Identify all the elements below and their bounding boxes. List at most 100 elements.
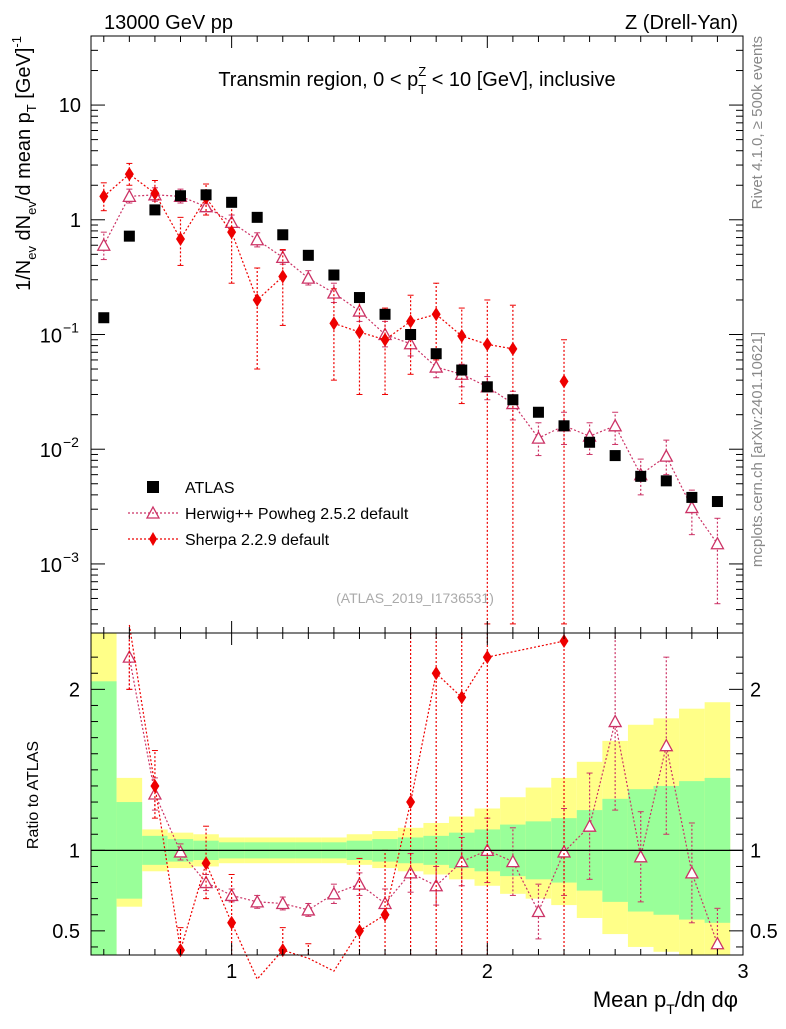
sherpa-point bbox=[124, 167, 134, 182]
atlas-point bbox=[532, 406, 544, 418]
ratio-y-tick-label: 1 bbox=[69, 840, 80, 862]
atlas-point bbox=[711, 496, 723, 508]
rivet-version-label: Rivet 4.1.0, ≥ 500k events bbox=[749, 36, 766, 209]
ratio-herwig-point bbox=[608, 714, 623, 728]
ratio-herwig-point bbox=[352, 876, 367, 890]
ratio-uncertainty-bands bbox=[91, 633, 731, 955]
atlas-point bbox=[660, 475, 672, 487]
ratio-herwig-point bbox=[633, 849, 648, 863]
herwig-point bbox=[250, 232, 265, 246]
y-tick-label-exponent: −1 bbox=[63, 320, 79, 336]
sherpa-point bbox=[278, 269, 288, 284]
atlas-point bbox=[123, 230, 135, 242]
ratio-y-tick-label: 0.5 bbox=[52, 921, 80, 943]
ratio-herwig-point bbox=[531, 904, 546, 918]
ratio-herwig-point bbox=[684, 865, 699, 879]
atlas-point bbox=[98, 312, 110, 324]
header-right: Z (Drell-Yan) bbox=[625, 12, 738, 34]
ratio-sherpa-point bbox=[406, 795, 416, 810]
ratio-sherpa-line bbox=[128, 624, 565, 981]
ratio-y-tick-label-right: 2 bbox=[750, 679, 761, 701]
sherpa-point bbox=[175, 231, 185, 246]
atlas-point bbox=[302, 249, 314, 261]
ratio-herwig-point bbox=[250, 894, 265, 908]
y-tick-label-exponent: −2 bbox=[63, 434, 79, 450]
sherpa-point bbox=[457, 329, 467, 344]
main-panel-marks bbox=[96, 162, 725, 625]
atlas-point bbox=[405, 329, 417, 340]
x-tick-label: 1 bbox=[226, 961, 237, 983]
atlas-point bbox=[251, 211, 263, 223]
atlas-point bbox=[430, 348, 442, 360]
x-tick-label: 3 bbox=[737, 961, 748, 983]
sherpa-point bbox=[406, 314, 416, 329]
herwig-point bbox=[96, 237, 111, 251]
herwig-point bbox=[352, 303, 367, 317]
legend-herwig-label: Herwig++ Powheg 2.5.2 default bbox=[185, 506, 409, 523]
y-tick-label: 10 bbox=[40, 326, 62, 348]
atlas-point bbox=[200, 189, 212, 201]
ratio-sherpa-point bbox=[150, 778, 160, 793]
sherpa-point bbox=[227, 225, 237, 240]
ratio-sherpa-point bbox=[457, 690, 467, 705]
sherpa-point bbox=[354, 325, 364, 340]
atlas-point bbox=[558, 420, 570, 432]
y-tick-label: 1 bbox=[70, 210, 81, 232]
y-axis-label: 1/Nev dNev/d mean pT [GeV]-1 bbox=[9, 36, 39, 291]
atlas-point bbox=[456, 364, 468, 376]
ratio-y-axis-label: Ratio to ATLAS bbox=[25, 741, 42, 849]
atlas-point bbox=[353, 292, 365, 304]
legend-herwig-marker bbox=[145, 505, 161, 519]
atlas-point bbox=[226, 196, 238, 208]
herwig-point bbox=[659, 448, 674, 462]
sherpa-point bbox=[482, 337, 492, 352]
ratio-sherpa-point bbox=[201, 856, 211, 871]
main-panel-title: Transmin region, 0 < pTZ < 10 [GeV], inc… bbox=[218, 64, 615, 97]
sherpa-point bbox=[99, 189, 109, 204]
herwig-point bbox=[608, 418, 623, 432]
header-left: 13000 GeV pp bbox=[104, 12, 233, 34]
legend-atlas-label: ATLAS bbox=[185, 480, 235, 497]
sherpa-line bbox=[103, 173, 284, 302]
sherpa-point bbox=[559, 374, 569, 389]
ratio-herwig-point bbox=[173, 844, 188, 858]
herwig-point bbox=[429, 359, 444, 373]
atlas-point bbox=[174, 190, 186, 202]
ratio-sherpa-point bbox=[482, 650, 492, 665]
sherpa-point bbox=[380, 332, 390, 347]
ratio-y-tick-label: 2 bbox=[69, 679, 80, 701]
ratio-herwig-line bbox=[128, 657, 718, 944]
ratio-sherpa-point bbox=[380, 907, 390, 922]
atlas-point bbox=[584, 436, 596, 448]
legend-sherpa-label: Sherpa 2.2.9 default bbox=[185, 532, 330, 549]
ratio-herwig-point bbox=[556, 844, 572, 858]
ratio-herwig-point bbox=[582, 818, 597, 832]
ratio-herwig-point bbox=[326, 886, 341, 900]
herwig-point bbox=[531, 430, 546, 444]
atlas-point bbox=[686, 491, 698, 503]
legend-atlas-marker bbox=[147, 481, 159, 493]
x-tick-label: 2 bbox=[482, 961, 493, 983]
ratio-sherpa-point bbox=[227, 915, 237, 930]
ratio-y-tick-label-right: 0.5 bbox=[750, 921, 778, 943]
legend-sherpa-marker bbox=[149, 532, 157, 546]
ratio-sherpa-point bbox=[354, 923, 364, 938]
analysis-watermark: (ATLAS_2019_I1736531) bbox=[336, 590, 494, 606]
sherpa-point bbox=[150, 186, 160, 201]
sherpa-point bbox=[431, 307, 441, 322]
herwig-point bbox=[326, 285, 341, 299]
sherpa-point bbox=[252, 292, 262, 307]
y-tick-label: 10 bbox=[40, 555, 62, 577]
atlas-point bbox=[277, 229, 289, 241]
atlas-point bbox=[609, 450, 621, 462]
atlas-point bbox=[328, 269, 340, 281]
herwig-point bbox=[301, 270, 316, 284]
ratio-herwig-point bbox=[659, 738, 674, 752]
mcplots-label: mcplots.cern.ch [arXiv:2401.10621] bbox=[749, 332, 766, 567]
atlas-point bbox=[635, 470, 647, 482]
herwig-point bbox=[684, 500, 699, 514]
herwig-point bbox=[122, 189, 137, 203]
atlas-point bbox=[149, 204, 161, 216]
